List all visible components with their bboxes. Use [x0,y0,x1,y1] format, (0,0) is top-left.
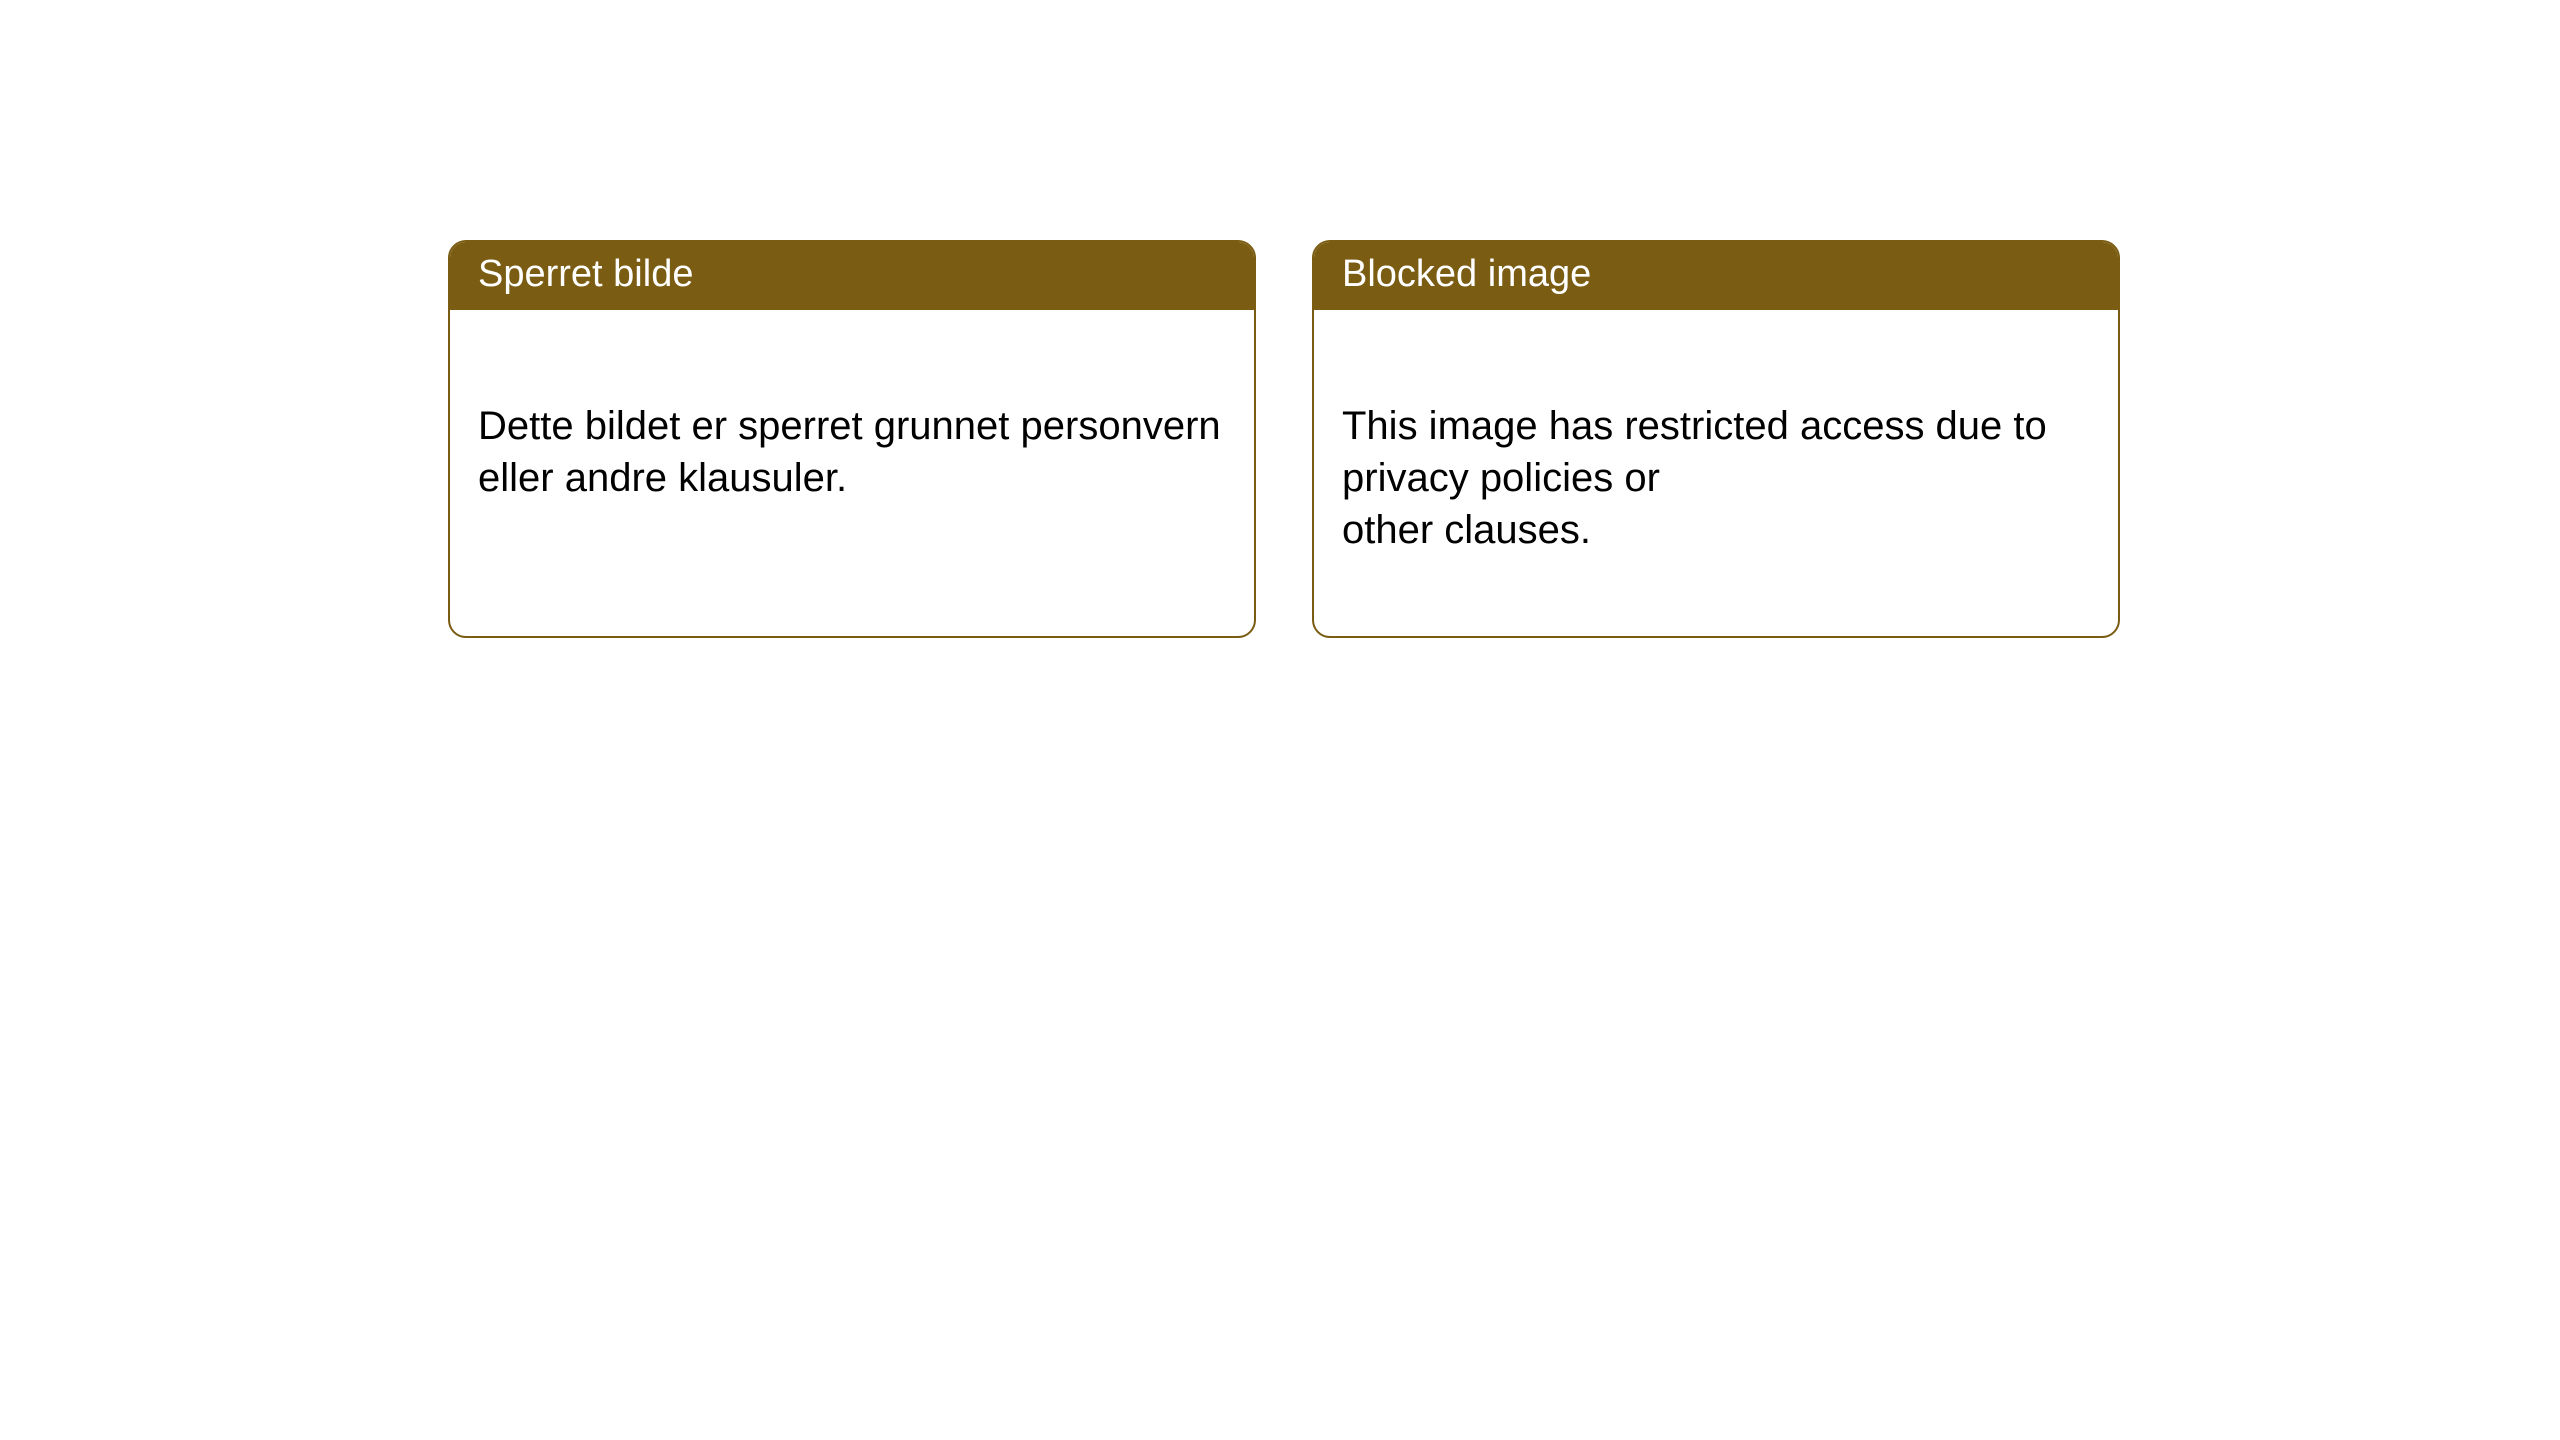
blocked-image-card-no: Sperret bilde Dette bildet er sperret gr… [448,240,1256,638]
card-body: This image has restricted access due to … [1314,310,2118,636]
notice-container: Sperret bilde Dette bildet er sperret gr… [0,0,2560,638]
card-body-text: This image has restricted access due to … [1342,404,2047,552]
card-body: Dette bildet er sperret grunnet personve… [450,310,1254,588]
card-header: Blocked image [1314,242,2118,310]
card-title: Sperret bilde [478,253,693,295]
card-header: Sperret bilde [450,242,1254,310]
blocked-image-card-en: Blocked image This image has restricted … [1312,240,2120,638]
card-title: Blocked image [1342,253,1591,295]
card-body-text: Dette bildet er sperret grunnet personve… [478,404,1221,500]
